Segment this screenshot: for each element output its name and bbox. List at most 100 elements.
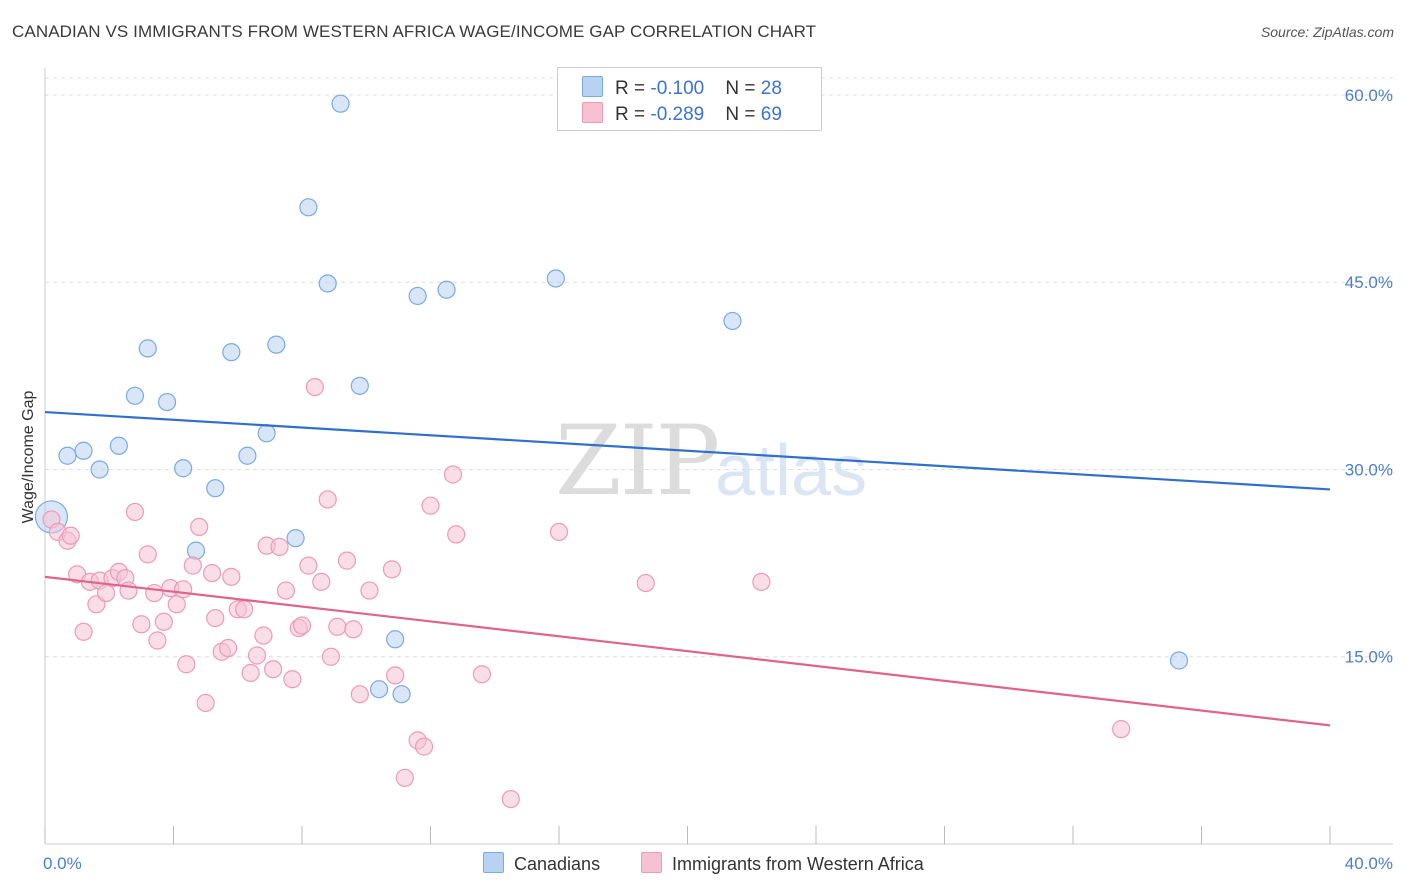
point-western-africa <box>74 622 93 641</box>
series-legend: Canadians Immigrants from Western Africa <box>0 852 1406 878</box>
point-canadians <box>174 459 193 478</box>
legend-r-value: -0.100 <box>650 78 705 99</box>
point-western-africa <box>119 581 138 600</box>
point-western-africa <box>125 502 145 522</box>
y-axis-label: Wage/Income Gap <box>20 391 37 524</box>
y-tick-label: 60.0% <box>1345 86 1393 105</box>
point-western-africa <box>241 663 260 683</box>
point-western-africa <box>337 551 357 570</box>
point-western-africa <box>177 655 196 674</box>
point-western-africa <box>360 581 379 600</box>
point-canadians <box>74 441 93 460</box>
point-canadians <box>138 339 157 358</box>
point-western-africa <box>145 583 164 603</box>
point-western-africa <box>318 490 337 509</box>
point-western-africa <box>174 580 193 599</box>
point-western-africa <box>148 631 167 650</box>
point-canadians <box>257 424 276 443</box>
point-western-africa <box>132 615 151 634</box>
point-western-africa <box>414 737 434 756</box>
correlation-legend: R = -0.100 N = 28 R = -0.289 N = 69 <box>557 67 822 131</box>
point-western-africa <box>312 572 331 591</box>
point-western-africa <box>247 646 267 665</box>
point-canadians <box>437 280 456 299</box>
point-canadians <box>109 436 128 455</box>
legend-r-label: R = <box>615 78 651 99</box>
point-canadians <box>125 386 145 405</box>
legend-label-canadians: Canadians <box>514 854 601 874</box>
legend-n-label: N = <box>725 78 761 99</box>
point-western-africa <box>549 522 569 542</box>
point-western-africa <box>443 465 463 484</box>
point-western-africa <box>222 567 241 586</box>
point-canadians <box>186 541 206 560</box>
point-western-africa <box>270 537 289 556</box>
legend-n-label: N = <box>725 104 761 125</box>
point-western-africa <box>395 768 414 787</box>
point-western-africa <box>382 560 402 579</box>
source-label: Source: ZipAtlas.com <box>1260 24 1394 40</box>
point-western-africa <box>472 665 491 684</box>
point-canadians <box>408 286 427 306</box>
legend-swatch-western-africa <box>582 102 603 123</box>
y-tick-label: 45.0% <box>1345 273 1393 292</box>
point-canadians <box>90 460 109 479</box>
point-western-africa <box>183 556 202 575</box>
point-western-africa <box>276 581 296 600</box>
point-canadians <box>286 529 305 548</box>
x-tick-label: 40.0% <box>1345 854 1393 873</box>
point-western-africa <box>219 638 238 658</box>
point-western-africa <box>636 573 655 593</box>
point-western-africa <box>254 626 273 645</box>
point-western-africa <box>344 620 363 639</box>
point-western-africa <box>206 608 225 628</box>
watermark-atlas: atlas <box>715 431 868 511</box>
point-canadians <box>222 343 241 362</box>
point-western-africa <box>167 595 186 614</box>
legend-row-canadians: R = -0.100 N = 28 <box>582 76 782 100</box>
point-western-africa <box>61 526 80 545</box>
point-canadians <box>299 198 318 217</box>
point-western-africa <box>299 556 318 575</box>
legend-r-value: -0.289 <box>650 104 705 125</box>
point-western-africa <box>1112 720 1131 739</box>
point-canadians <box>350 376 369 395</box>
legend-n-value: 28 <box>760 78 782 99</box>
point-western-africa <box>386 666 405 685</box>
legend-n-value: 69 <box>760 104 782 125</box>
point-canadians <box>267 335 286 354</box>
point-western-africa <box>305 377 324 397</box>
point-western-africa <box>421 496 440 515</box>
point-western-africa <box>138 545 157 564</box>
y-tick-label: 15.0% <box>1345 648 1393 667</box>
point-canadians <box>386 630 405 649</box>
legend-swatch-canadians <box>582 76 603 97</box>
point-western-africa <box>321 647 341 666</box>
legend-swatch-canadians <box>483 852 504 873</box>
trend-line-canadians <box>44 410 1331 491</box>
point-canadians <box>546 269 565 288</box>
point-western-africa <box>447 525 466 544</box>
point-western-africa <box>283 670 302 689</box>
point-western-africa <box>752 572 771 591</box>
point-western-africa <box>263 660 283 679</box>
point-canadians <box>723 311 742 331</box>
point-canadians <box>206 479 225 498</box>
point-canadians <box>58 446 77 465</box>
trend-line-western-africa <box>44 575 1331 727</box>
point-canadians <box>370 680 389 699</box>
x-tick-label: 0.0% <box>43 854 82 873</box>
point-western-africa <box>154 612 173 631</box>
point-canadians <box>331 94 350 113</box>
point-western-africa <box>190 517 209 537</box>
legend-swatch-western-africa <box>641 852 662 873</box>
legend-item-western-africa: Immigrants from Western Africa <box>641 852 924 875</box>
point-western-africa <box>328 617 347 636</box>
point-canadians <box>318 274 337 293</box>
point-western-africa <box>235 600 254 619</box>
y-tick-label: 30.0% <box>1345 460 1393 479</box>
point-canadians <box>238 446 257 465</box>
point-western-africa <box>196 693 215 713</box>
legend-r-label: R = <box>615 104 651 125</box>
legend-row-western-africa: R = -0.289 N = 69 <box>582 102 782 126</box>
